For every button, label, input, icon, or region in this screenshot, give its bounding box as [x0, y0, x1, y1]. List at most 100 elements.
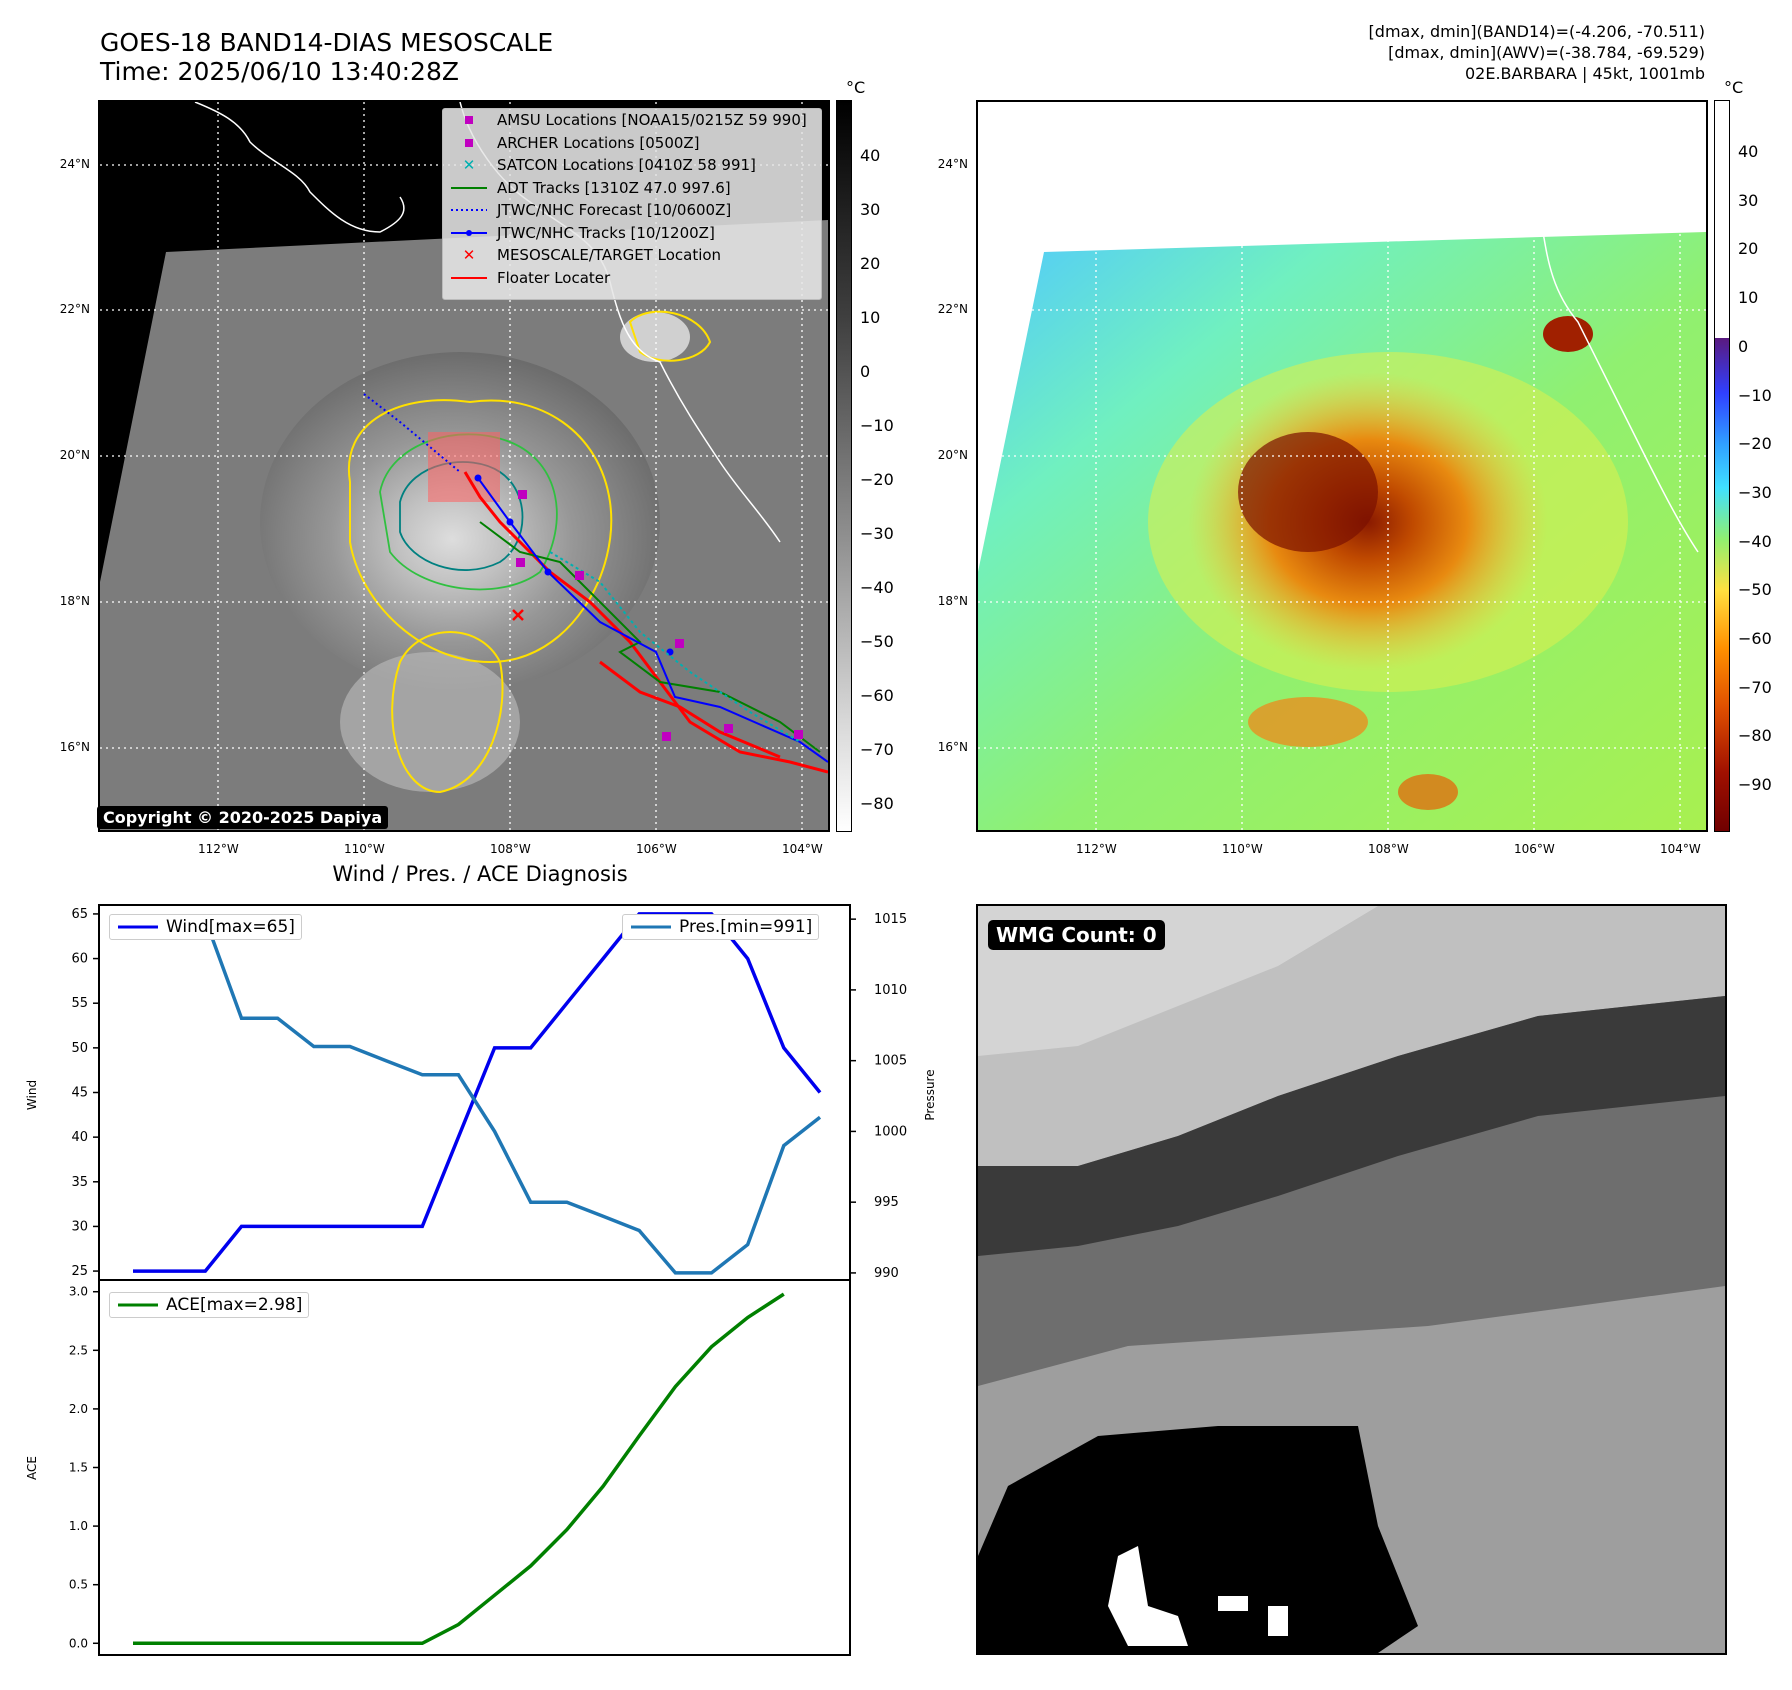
square-marker-icon — [449, 116, 489, 125]
pressure-tick-label: 1005 — [874, 1054, 907, 1069]
legend-label: SATCON Locations [0410Z 58 991] — [497, 156, 756, 175]
wind-tick-label: 30 — [71, 1219, 88, 1234]
lat-label: 20°N — [937, 448, 968, 462]
awv-colorbar-tick-label: −90 — [1738, 775, 1772, 795]
ir-colorbar-tick-label: 20 — [860, 254, 881, 273]
awv-colorbar-tick-label: 0 — [1738, 336, 1749, 356]
ace-ylabel: ACE — [25, 1456, 39, 1480]
awv-map-panel — [976, 100, 1708, 832]
wind-tick-label: 25 — [71, 1264, 88, 1279]
ir-colorbar-tick-label: −80 — [860, 794, 894, 813]
awv-colorbar-tick-label: −50 — [1738, 580, 1772, 600]
legend-label: MESOSCALE/TARGET Location — [497, 246, 722, 265]
awv-colorbar-unit: °C — [1724, 78, 1744, 97]
pressure-tick-label: 1015 — [874, 912, 907, 927]
legend-label: ARCHER Locations [0500Z] — [497, 133, 700, 152]
wind-tick-label: 40 — [71, 1130, 88, 1145]
legend-label: Floater Locater — [497, 268, 611, 287]
wind-legend: Wind[max=65] — [109, 914, 302, 940]
line-icon — [118, 925, 158, 929]
legend-item-amsu: AMSU Locations [NOAA15/0215Z 59 990] — [443, 109, 821, 132]
legend-item-floater: Floater Locater — [443, 267, 821, 290]
ace-frame — [98, 1279, 851, 1656]
ir-colorbar-tick-label: −20 — [860, 470, 894, 489]
line-icon — [118, 1303, 158, 1307]
awv-colorbar-tick-label: 10 — [1738, 288, 1759, 308]
info-line3: 02E.BARBARA | 45kt, 1001mb — [1464, 64, 1705, 83]
pressure-tick-label: 1000 — [874, 1124, 907, 1139]
x-marker-icon: ✕ — [462, 246, 476, 265]
lon-label: 112°W — [1076, 842, 1117, 856]
ir-colorbar-tick-label: 0 — [860, 362, 871, 381]
info-line1: [dmax, dmin](BAND14)=(-4.206, -70.511) — [1368, 22, 1705, 41]
ace-tick-label: 2.0 — [69, 1402, 88, 1416]
wmg-count-label: WMG Count: 0 — [988, 920, 1165, 950]
ir-colorbar-tick-label: −40 — [860, 578, 894, 597]
legend-label: JTWC/NHC Forecast [10/0600Z] — [497, 201, 732, 220]
ir-colorbar-tick-label: 10 — [860, 308, 881, 327]
ir-colorbar-tick-label: −10 — [860, 416, 894, 435]
wmg-image — [978, 906, 1725, 1653]
awv-colorbar-tick-label: −10 — [1738, 385, 1772, 405]
ace-legend: ACE[max=2.98] — [109, 1292, 310, 1318]
legend-item-target: ✕ MESOSCALE/TARGET Location — [443, 244, 821, 267]
awv-colorbar-tick-label: −80 — [1738, 726, 1772, 746]
lon-label: 110°W — [1222, 842, 1263, 856]
lon-label: 110°W — [344, 842, 385, 856]
wind-tick-label: 50 — [71, 1041, 88, 1056]
wind-tick-label: 45 — [71, 1086, 88, 1101]
awv-map-image — [978, 102, 1706, 830]
lon-label: 106°W — [1514, 842, 1555, 856]
awv-colorbar-tick-label: −70 — [1738, 677, 1772, 697]
line-dot-icon — [449, 229, 489, 237]
lon-label: 112°W — [198, 842, 239, 856]
pressure-tick-label: 1010 — [874, 983, 907, 998]
pressure-series-line — [133, 917, 822, 1275]
lat-label: 18°N — [59, 594, 90, 608]
ace-tick-label: 1.0 — [69, 1519, 88, 1533]
ir-colorbar-tick-label: −30 — [860, 524, 894, 543]
lon-label: 106°W — [636, 842, 677, 856]
copyright-label: Copyright © 2020-2025 Dapiya — [97, 806, 389, 829]
awv-colorbar-tick-label: −60 — [1738, 629, 1772, 648]
pressure-legend-label: Pres.[min=991] — [679, 917, 813, 937]
wind-legend-label: Wind[max=65] — [166, 917, 295, 937]
diagnosis-title: Wind / Pres. / ACE Diagnosis — [332, 862, 628, 886]
wind-tick-label: 55 — [71, 996, 88, 1011]
ace-tick-label: 1.5 — [69, 1461, 88, 1475]
lat-label: 18°N — [937, 594, 968, 608]
ir-map-legend: AMSU Locations [NOAA15/0215Z 59 990] ARC… — [442, 108, 822, 300]
line-icon — [631, 925, 671, 929]
ace-tick-label: 0.0 — [69, 1636, 88, 1650]
wind-series-line — [133, 912, 822, 1273]
legend-label: AMSU Locations [NOAA15/0215Z 59 990] — [497, 111, 807, 130]
lon-label: 108°W — [1368, 842, 1409, 856]
awv-colorbar — [1714, 100, 1730, 832]
lon-label: 104°W — [782, 842, 823, 856]
wmg-panel — [976, 904, 1727, 1655]
square-marker-icon — [449, 138, 489, 147]
wind-ylabel: Wind — [25, 1080, 39, 1110]
ir-colorbar-tick-label: 40 — [860, 146, 881, 165]
legend-item-satcon: ✕ SATCON Locations [0410Z 58 991] — [443, 154, 821, 177]
ace-legend-label: ACE[max=2.98] — [166, 1295, 303, 1315]
pressure-ylabel: Pressure — [923, 1069, 937, 1120]
ace-tick-label: 0.5 — [69, 1578, 88, 1592]
lat-label: 16°N — [937, 740, 968, 754]
awv-colorbar-tick-label: −20 — [1738, 434, 1772, 454]
lat-label: 24°N — [937, 157, 968, 171]
figure-title-line1: GOES-18 BAND14-DIAS MESOSCALE — [100, 28, 554, 57]
pressure-tick-label: 995 — [874, 1195, 899, 1210]
ace-tick-label: 2.5 — [69, 1343, 88, 1357]
awv-colorbar-tick-label: 30 — [1738, 190, 1759, 210]
awv-colorbar-tick-label: 20 — [1738, 239, 1759, 259]
wind-pres-frame — [98, 904, 851, 1281]
line-icon — [449, 275, 489, 281]
ace-series-line — [133, 1292, 785, 1646]
ace-tick-label: 3.0 — [69, 1285, 88, 1299]
info-line2: [dmax, dmin](AWV)=(-38.784, -69.529) — [1388, 43, 1705, 62]
lat-label: 20°N — [59, 448, 90, 462]
figure-title-line2: Time: 2025/06/10 13:40:28Z — [100, 57, 459, 86]
legend-item-adt: ADT Tracks [1310Z 47.0 997.6] — [443, 177, 821, 200]
legend-label: JTWC/NHC Tracks [10/1200Z] — [497, 223, 715, 242]
